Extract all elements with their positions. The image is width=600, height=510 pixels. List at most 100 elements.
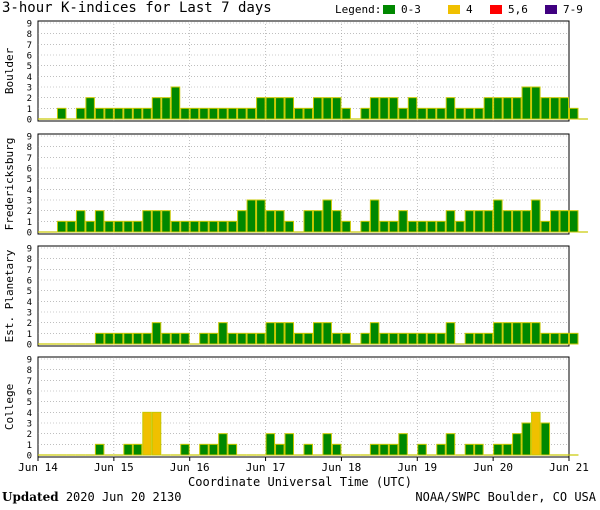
x-tick-label: Jun 20: [473, 461, 513, 474]
legend-label: Legend:: [335, 3, 382, 16]
bar: [369, 199, 380, 233]
x-axis-label: Coordinate Universal Time (UTC): [188, 475, 412, 489]
bar: [474, 443, 484, 456]
y-tick-label: 1: [27, 441, 32, 451]
bar: [388, 220, 399, 233]
bar: [151, 411, 162, 456]
bar: [256, 199, 266, 233]
y-tick-label: 0: [27, 229, 32, 239]
x-tick-label: Jun 15: [94, 461, 134, 474]
bar: [132, 107, 143, 120]
bar: [56, 107, 67, 120]
bar: [85, 97, 95, 120]
bar: [275, 97, 285, 120]
bar: [331, 332, 342, 345]
x-tick-label: Jun 21: [549, 461, 589, 474]
bar: [208, 107, 219, 120]
bar: [512, 210, 522, 233]
bar: [540, 97, 551, 120]
bar: [199, 332, 209, 345]
bar: [303, 210, 313, 233]
bar: [398, 433, 408, 456]
series-label: Fredericksburg: [3, 138, 16, 231]
bar: [436, 332, 446, 345]
bar: [426, 220, 437, 233]
bar: [218, 322, 228, 345]
bar: [256, 332, 266, 345]
bar: [379, 97, 389, 120]
y-tick-label: 5: [27, 287, 32, 297]
series-label: Est. Planetary: [3, 249, 16, 342]
bar: [493, 322, 503, 345]
y-tick-label: 7: [27, 154, 32, 164]
y-tick-label: 5: [27, 398, 32, 408]
bar: [559, 332, 570, 345]
bar: [113, 332, 124, 345]
series-label: Boulder: [3, 47, 16, 94]
bar: [189, 220, 200, 233]
bar: [502, 443, 513, 456]
bar: [94, 443, 105, 456]
bar: [512, 322, 522, 345]
bar: [303, 443, 313, 456]
y-tick-label: 4: [27, 298, 32, 308]
y-tick-label: 9: [27, 133, 32, 143]
bar: [540, 422, 551, 456]
y-tick-label: 9: [27, 245, 32, 255]
bar: [303, 107, 313, 120]
bar: [151, 97, 162, 120]
bar: [322, 322, 332, 345]
y-tick-label: 3: [27, 84, 32, 94]
bar: [531, 411, 541, 456]
bar: [483, 210, 494, 233]
bar: [218, 220, 228, 233]
bar: [417, 332, 427, 345]
y-tick-label: 6: [27, 277, 32, 287]
y-tick-label: 4: [27, 409, 32, 419]
bar: [474, 210, 484, 233]
bar: [237, 107, 247, 120]
bar: [104, 332, 114, 345]
bar: [540, 332, 551, 345]
bar: [75, 210, 86, 233]
bar: [113, 220, 124, 233]
y-tick-label: 7: [27, 266, 32, 276]
bar: [189, 107, 200, 120]
bar: [284, 97, 295, 120]
bar: [379, 443, 389, 456]
bar: [426, 332, 437, 345]
bar: [275, 322, 285, 345]
bar: [275, 443, 285, 456]
bar: [75, 107, 86, 120]
bar: [331, 443, 342, 456]
y-tick-label: 0: [27, 116, 32, 126]
bar: [104, 107, 114, 120]
x-tick-label: Jun 18: [322, 461, 362, 474]
y-tick-label: 2: [27, 207, 32, 217]
bar: [464, 107, 475, 120]
bar: [360, 332, 370, 345]
bar: [322, 433, 332, 456]
bar: [208, 443, 219, 456]
updated-timestamp: Updated 2020 Jun 20 2130: [2, 490, 181, 504]
y-tick-label: 3: [27, 420, 32, 430]
bar: [436, 107, 446, 120]
bar: [512, 433, 522, 456]
bar: [474, 332, 484, 345]
bar: [294, 107, 304, 120]
x-tick-label: Jun 16: [170, 461, 210, 474]
bar: [379, 220, 389, 233]
bar: [284, 322, 295, 345]
bar: [559, 97, 570, 120]
y-tick-label: 1: [27, 330, 32, 340]
bar: [265, 97, 276, 120]
bar: [569, 107, 579, 120]
legend-text-0-3: 0-3: [401, 3, 421, 16]
bar: [123, 332, 133, 345]
bar: [256, 97, 266, 120]
bar: [455, 107, 465, 120]
panel-frame: [37, 20, 570, 122]
bar: [151, 210, 162, 233]
bar: [531, 86, 541, 120]
